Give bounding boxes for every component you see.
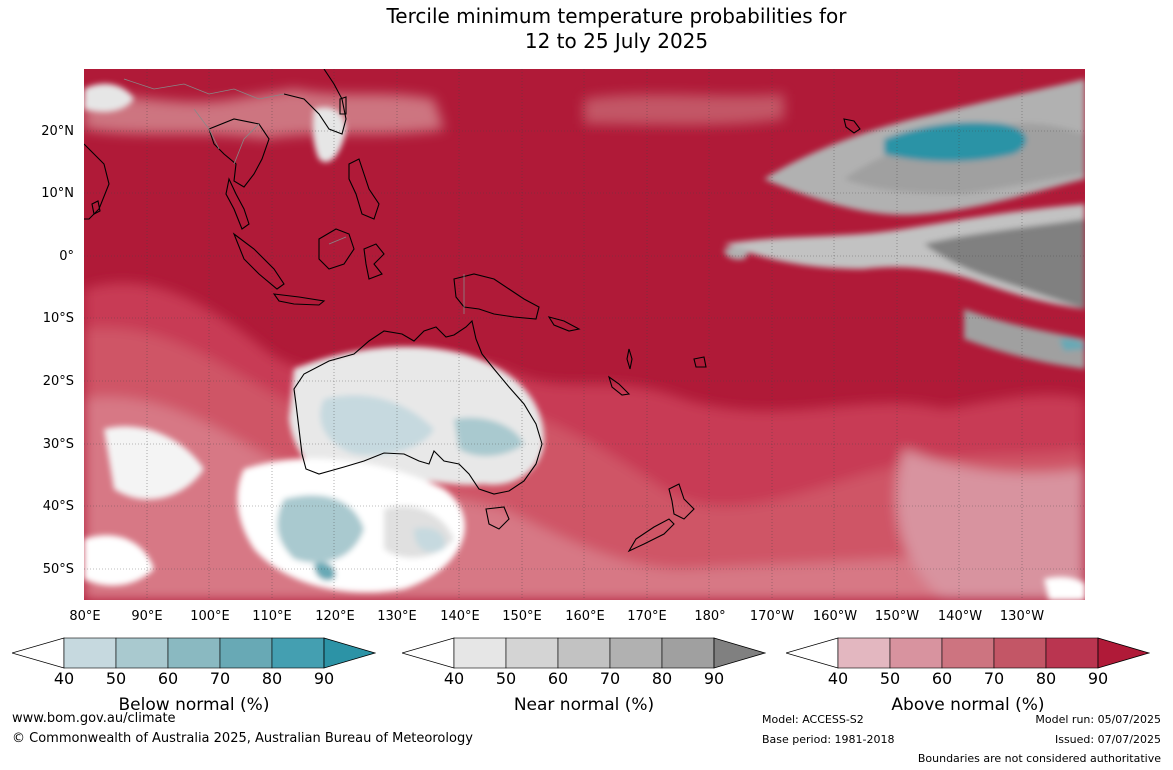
title-line-1: Tercile minimum temperature probabilitie… <box>386 4 847 28</box>
indochina-coastline <box>208 118 270 188</box>
colorbar-above-tick-60: 60 <box>931 669 953 688</box>
new-caledonia-coastline <box>608 375 631 396</box>
taiwan-coastline <box>339 96 347 115</box>
lon-label-180: 180° <box>694 609 726 624</box>
china-coastline <box>283 69 347 135</box>
colorbar-above-normal: 40 50 60 70 80 90 Above normal (%) <box>784 637 1151 715</box>
colorbar-near-tick-70: 70 <box>599 669 621 688</box>
java-coastline <box>272 293 326 306</box>
lon-label-140w: 140°W <box>937 609 983 624</box>
probability-map <box>84 69 1085 600</box>
lon-label-110e: 110°E <box>252 609 292 624</box>
sumatra-coastline <box>232 232 285 290</box>
colorbar-near-tick-60: 60 <box>547 669 569 688</box>
colorbar-near-tick-90: 90 <box>703 669 725 688</box>
country-borders <box>123 78 465 314</box>
lon-label-150e: 150°E <box>502 609 542 624</box>
lat-label-20s: 20°S <box>42 374 74 389</box>
lon-label-90e: 90°E <box>131 609 163 624</box>
vanuatu-coastline <box>626 348 633 370</box>
colorbar-above-caption: Above normal (%) <box>891 695 1045 715</box>
lon-label-170w: 170°W <box>749 609 795 624</box>
lat-label-40s: 40°S <box>42 499 74 514</box>
graticule <box>84 69 1085 600</box>
fiji-coastline <box>693 356 707 368</box>
malay-peninsula-coastline <box>225 177 250 230</box>
new-zealand-south-coastline <box>627 518 675 553</box>
model-run-text: Model run: 05/07/2025 <box>1035 713 1161 726</box>
philippines-coastline <box>348 158 380 220</box>
colorbar-near-tick-50: 50 <box>495 669 517 688</box>
colorbar-below-tick-90: 90 <box>313 669 335 688</box>
australia-low-prob-zones <box>84 346 1085 600</box>
lat-label-50s: 50°S <box>42 562 74 577</box>
colorbar-below-tick-40: 40 <box>53 669 75 688</box>
australia-coastline <box>293 319 543 495</box>
colorbar-above-tick-90: 90 <box>1087 669 1109 688</box>
lon-label-160w: 160°W <box>812 609 858 624</box>
map-title: Tercile minimum temperature probabilitie… <box>0 4 1173 54</box>
base-period-text: Base period: 1981-2018 <box>762 733 895 746</box>
colorbar-above-tick-70: 70 <box>983 669 1005 688</box>
lon-label-80e: 80°E <box>69 609 101 624</box>
lat-label-0: 0° <box>59 249 74 264</box>
lon-label-120e: 120°E <box>315 609 355 624</box>
colorbar-near-tick-80: 80 <box>651 669 673 688</box>
model-text: Model: ACCESS-S2 <box>762 713 864 726</box>
lon-label-130w: 130°W <box>999 609 1045 624</box>
near-normal-pacific-zones <box>84 79 1085 369</box>
lon-label-170e: 170°E <box>627 609 667 624</box>
colorbar-below-tick-50: 50 <box>105 669 127 688</box>
hawaii-coastline <box>843 118 861 134</box>
colorbar-below-caption: Below normal (%) <box>118 695 270 715</box>
website-link[interactable]: www.bom.gov.au/climate <box>12 711 176 726</box>
colorbar-above-tick-40: 40 <box>827 669 849 688</box>
india-coastline <box>84 143 110 220</box>
boundaries-disclaimer: Boundaries are not considered authoritat… <box>917 752 1161 765</box>
colorbar-near-tick-40: 40 <box>443 669 465 688</box>
colorbar-below-normal: 40 50 60 70 80 90 Below normal (%) <box>10 637 377 715</box>
lon-label-160e: 160°E <box>565 609 605 624</box>
solomon-islands-coastline <box>547 316 581 332</box>
lat-label-10n: 10°N <box>41 186 74 201</box>
colorbar-near-normal: 40 50 60 70 80 90 Near normal (%) <box>400 637 767 715</box>
title-line-2: 12 to 25 July 2025 <box>524 29 709 53</box>
colorbar-below-tick-60: 60 <box>157 669 179 688</box>
issued-text: Issued: 07/07/2025 <box>1054 733 1161 746</box>
lat-label-10s: 10°S <box>42 311 74 326</box>
lon-label-150w: 150°W <box>874 609 920 624</box>
colorbar-below-tick-80: 80 <box>261 669 283 688</box>
colorbar-above-tick-50: 50 <box>879 669 901 688</box>
copyright-text: © Commonwealth of Australia 2025, Austra… <box>12 731 473 746</box>
colorbar-above-tick-80: 80 <box>1035 669 1057 688</box>
tasmania-coastline <box>485 506 510 530</box>
colorbar-near-caption: Near normal (%) <box>513 695 655 715</box>
new-zealand-north-coastline <box>668 483 695 520</box>
lon-label-140e: 140°E <box>440 609 480 624</box>
colorbar-below-tick-70: 70 <box>209 669 231 688</box>
sri-lanka-coastline <box>91 200 101 215</box>
lat-label-20n: 20°N <box>41 124 74 139</box>
sulawesi-coastline <box>363 243 385 280</box>
lon-label-100e: 100°E <box>190 609 230 624</box>
lon-label-130e: 130°E <box>377 609 417 624</box>
borneo-coastline <box>318 228 355 270</box>
lat-label-30s: 30°S <box>42 437 74 452</box>
